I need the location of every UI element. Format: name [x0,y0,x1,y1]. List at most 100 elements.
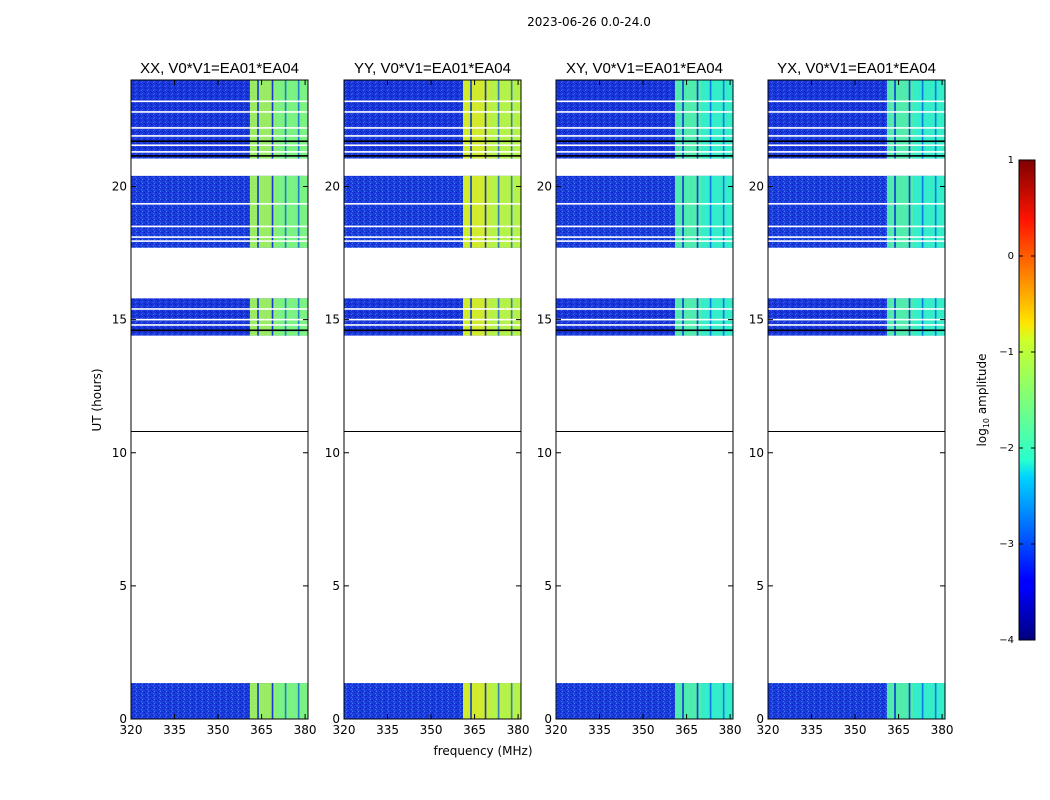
flag-line [556,324,733,326]
y-tick-label: 20 [749,180,764,194]
channel-gap [497,298,500,336]
channel-gap [271,683,274,719]
channel-gap [497,175,500,248]
flag-line [131,318,308,321]
flag-line [131,135,308,137]
channel-gap [470,175,472,248]
flag-line [344,144,521,147]
axes-frame [130,79,309,720]
colorbar-label: log10 amplitude [975,354,991,447]
colorbar-tick-label: 0 [1008,251,1014,262]
y-axis-label: UT (hours) [90,368,104,431]
channel-gap [709,298,712,336]
flag-line [131,236,308,238]
x-tick-label: 320 [333,723,356,737]
channel-gap [934,175,937,248]
x-tick-label: 320 [757,723,780,737]
channel-gap [284,80,287,159]
rfi-band-tail [489,683,521,719]
x-tick-label: 380 [507,723,530,737]
colorbar-tick-label: 1 [1008,155,1014,166]
flag-line [556,127,733,129]
x-tick-label: 350 [207,723,230,737]
panel-title: XX, V0*V1=EA01*EA04 [140,60,299,77]
flag-line [768,111,945,113]
channel-gap [470,80,472,159]
colorbar-ticks: −4 −3 −2 −1 0 1 [999,155,1035,646]
channel-gap [921,298,924,336]
y-tick-label: 5 [544,579,552,593]
flag-line [131,308,308,310]
panels-layer: XX, V0*V1=EA01*EA04 320 335 350 365 380 0 5 10 15… [112,60,954,737]
channel-gap [908,80,911,159]
x-tick-label: 350 [632,723,655,737]
rfi-band-tail [701,298,733,336]
y-tick-label: 0 [119,712,127,726]
flag-line [344,135,521,137]
flag-line [768,308,945,310]
channel-gap [722,175,725,248]
x-tick-label: 320 [120,723,143,737]
panel-title: YY, V0*V1=EA01*EA04 [354,60,511,77]
x-tick-label: 335 [588,723,611,737]
flag-dark-line [556,329,733,332]
channel-gap [297,175,300,248]
figure-suptitle: 2023-06-26 0.0-24.0 [527,15,651,29]
rfi-band-tail [489,80,521,159]
flag-dark-line [344,140,521,143]
flag-line [344,225,521,228]
rfi-band-tail [913,175,945,248]
flag-line [556,151,733,153]
channel-gap [921,683,924,719]
channel-gap [894,298,896,336]
channel-gap [484,298,487,336]
flag-line [556,225,733,228]
channel-gap [682,298,684,336]
channel-gap [257,298,259,336]
channel-gap [497,683,500,719]
rfi-band-tail [913,683,945,719]
channel-gap [484,80,487,159]
flag-line [344,324,521,326]
flag-line [131,151,308,153]
colorbar-gradient [1018,159,1036,641]
flag-line [344,151,521,153]
channel-gap [470,298,472,336]
panel-xx: XX, V0*V1=EA01*EA04 320 335 350 365 380 0 5 10 15… [112,60,317,737]
y-tick-label: 15 [112,313,127,327]
panel-xy: XY, V0*V1=EA01*EA04 320 335 350 365 380 0 5 10 15… [537,60,742,737]
x-tick-label: 350 [420,723,443,737]
flag-line [131,127,308,129]
flag-line [768,100,945,103]
flag-line [131,240,308,242]
channel-gap [682,683,684,719]
rfi-band-tail [701,80,733,159]
y-tick-label: 15 [537,313,552,327]
flag-line [344,111,521,113]
x-tick-label: 350 [844,723,867,737]
rfi-band-tail [276,175,308,248]
rfi-band-tail [489,298,521,336]
channel-gap [709,683,712,719]
channel-gap [297,80,300,159]
channel-gap [510,175,513,248]
flag-line [556,203,733,205]
y-tick-label: 0 [332,712,340,726]
panel-yy: YY, V0*V1=EA01*EA04 320 335 350 365 380 0 5 10 15… [325,60,530,737]
panel-yx: YX, V0*V1=EA01*EA04 320 335 350 365 380 0 5 10 15… [749,60,954,737]
flag-line [344,236,521,238]
flag-line [556,111,733,113]
panel-title: XY, V0*V1=EA01*EA04 [566,60,723,77]
x-tick-label: 335 [800,723,823,737]
y-tick-label: 5 [332,579,340,593]
flag-dark-line [131,155,308,157]
y-tick-label: 15 [749,313,764,327]
channel-gap [257,175,259,248]
colorbar-tick-label: −4 [999,635,1014,646]
channel-gap [709,80,712,159]
channel-gap [908,298,911,336]
flag-line [556,144,733,147]
x-tick-label: 335 [376,723,399,737]
rfi-band-tail [276,80,308,159]
